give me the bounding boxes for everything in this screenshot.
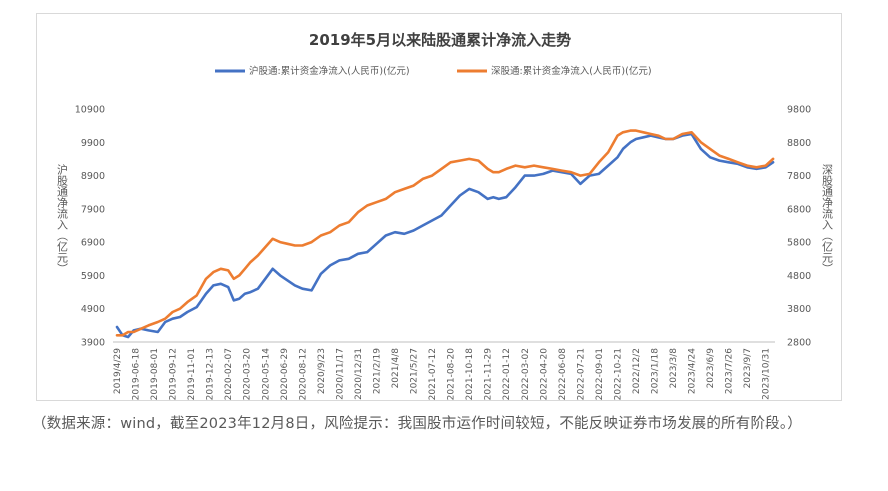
x-tick-label: 2022-01-12 bbox=[502, 348, 512, 400]
y-left-tick-label: 5900 bbox=[81, 271, 105, 282]
x-tick-label: 2023/10/31 bbox=[762, 348, 772, 400]
x-tick-label: 2021-07-12 bbox=[428, 348, 438, 400]
legend-label-sz: 深股通:累计资金净流入(人民币)(亿元) bbox=[491, 65, 652, 77]
series-line-shanghai-connect bbox=[115, 132, 775, 339]
y-left-tick-label: 9900 bbox=[81, 138, 105, 149]
y-right-tick-label: 2800 bbox=[787, 338, 811, 349]
x-tick-label: 2020-08-12 bbox=[298, 348, 308, 400]
y-right-tick-label: 7800 bbox=[787, 171, 811, 182]
x-tick-label: 2020-06-29 bbox=[280, 348, 290, 401]
x-tick-label: 2021/4/8 bbox=[391, 348, 401, 389]
x-tick-label: 2021-11-29 bbox=[484, 348, 494, 401]
series-group bbox=[115, 129, 775, 339]
x-tick-label: 2021/2/19 bbox=[372, 348, 382, 394]
x-tick-label: 2020/12/31 bbox=[354, 348, 364, 400]
y-left-tick-label: 8900 bbox=[81, 171, 105, 182]
x-tick-label: 2020/11/17 bbox=[335, 348, 345, 400]
y-right-tick-label: 8800 bbox=[787, 138, 811, 149]
x-tick-label: 2022/12/2 bbox=[632, 348, 642, 394]
x-tick-label: 2023/6/9 bbox=[706, 348, 716, 389]
x-tick-label: 2023/4/24 bbox=[688, 348, 698, 394]
x-ticks: 2019/4/29 2019-06-18 2019-08-01 2019-09-12 2… bbox=[113, 348, 772, 401]
legend: 沪股通:累计资金净流入(人民币)(亿元) 深股通:累计资金净流入(人民币)(亿元… bbox=[215, 65, 652, 77]
y-left-tick-label: 4900 bbox=[81, 304, 105, 315]
x-tick-label: 2020-02-07 bbox=[224, 348, 234, 400]
y-left-tick-label: 7900 bbox=[81, 204, 105, 215]
y-right-tick-label: 5800 bbox=[787, 238, 811, 249]
x-tick-label: 2020-05-14 bbox=[261, 348, 271, 401]
y-right-tick-label: 4800 bbox=[787, 271, 811, 282]
y-right-axis-label: 深股通净流入（亿元） bbox=[821, 164, 834, 274]
x-tick-label: 2019-09-12 bbox=[169, 348, 179, 400]
y-left-tick-label: 6900 bbox=[81, 238, 105, 249]
series-line-shenzhen-connect bbox=[115, 129, 775, 337]
x-tick-label: 2022-07-21 bbox=[576, 348, 586, 400]
x-tick-label: 2022-10-21 bbox=[613, 348, 623, 400]
y-right-ticks: 2800 3800 4800 5800 6800 7800 8800 9800 bbox=[787, 105, 811, 349]
y-left-ticks: 3900 4900 5900 6900 7900 8900 9900 10900 bbox=[75, 105, 105, 349]
y-right-tick-label: 9800 bbox=[787, 105, 811, 116]
x-tick-label: 2022-03-02 bbox=[521, 348, 531, 400]
legend-label-sh: 沪股通:累计资金净流入(人民币)(亿元) bbox=[249, 65, 410, 77]
x-tick-label: 2019-12-13 bbox=[206, 348, 216, 400]
x-tick-label: 2023/3/8 bbox=[669, 348, 679, 389]
x-tick-label: 2022-09-01 bbox=[595, 348, 605, 400]
chart-frame: 2019年5月以来陆股通累计净流入走势 沪股通:累计资金净流入(人民币)(亿元)… bbox=[36, 13, 842, 401]
x-tick-label: 2019-08-01 bbox=[150, 348, 160, 400]
source-caption: （数据来源：wind，截至2023年12月8日，风险提示：我国股市运作时间较短，… bbox=[32, 416, 803, 432]
x-tick-label: 2020-03-20 bbox=[243, 348, 253, 401]
y-right-tick-label: 3800 bbox=[787, 304, 811, 315]
x-tick-label: 2019-06-18 bbox=[132, 348, 142, 401]
x-tick-label: 2020/9/23 bbox=[317, 348, 327, 394]
x-tick-label: 2023/1/18 bbox=[651, 348, 661, 394]
y-left-tick-label: 3900 bbox=[81, 338, 105, 349]
x-tick-label: 2023/9/7 bbox=[743, 348, 753, 388]
x-tick-label: 2021/5/27 bbox=[410, 348, 420, 394]
y-left-axis-label: 沪股通净流入（亿元） bbox=[56, 163, 69, 274]
x-tick-label: 2021-10-18 bbox=[465, 348, 475, 401]
x-tick-label: 2023/7/26 bbox=[725, 348, 735, 394]
x-tick-label: 2021-08-20 bbox=[447, 348, 457, 401]
x-tick-label: 2022-04-20 bbox=[539, 348, 549, 401]
chart-canvas: 2019年5月以来陆股通累计净流入走势 沪股通:累计资金净流入(人民币)(亿元)… bbox=[56, 31, 834, 401]
x-tick-label: 2019/4/29 bbox=[113, 348, 123, 394]
x-tick-label: 2022-06-08 bbox=[558, 348, 568, 401]
chart-title: 2019年5月以来陆股通累计净流入走势 bbox=[309, 31, 571, 49]
x-tick-label: 2019-11-01 bbox=[187, 348, 197, 400]
y-right-tick-label: 6800 bbox=[787, 204, 811, 215]
y-left-tick-label: 10900 bbox=[75, 105, 105, 116]
